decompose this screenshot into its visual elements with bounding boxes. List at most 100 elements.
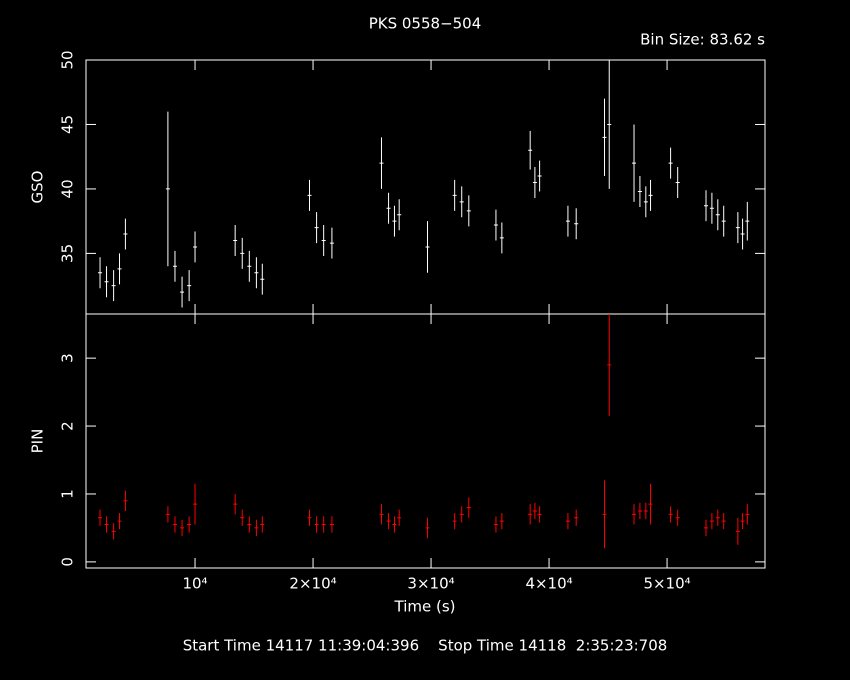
error-bar [648, 483, 653, 525]
error-bar [379, 137, 384, 189]
y-tick-label: 45 [59, 115, 77, 134]
error-bar [703, 519, 708, 537]
error-bar [307, 179, 312, 211]
error-bar [740, 512, 745, 530]
error-bar [574, 509, 579, 526]
error-bar [643, 186, 648, 218]
error-bar [602, 98, 607, 177]
error-bar [425, 221, 430, 273]
error-bar [668, 506, 673, 523]
error-bar [187, 516, 192, 533]
error-bar [123, 490, 128, 511]
error-bar [537, 160, 542, 192]
error-bar [715, 199, 720, 231]
error-bar [233, 493, 238, 515]
y-axis-label: PIN [29, 429, 47, 454]
error-bar [632, 124, 637, 202]
error-bar [254, 257, 259, 289]
error-bar [172, 516, 177, 533]
error-bar [392, 516, 397, 533]
error-bar [452, 512, 457, 530]
error-bar [648, 179, 653, 211]
error-bar [745, 504, 750, 525]
error-bar [397, 199, 402, 231]
error-bar [329, 227, 334, 259]
error-bar [247, 516, 252, 533]
error-bar [180, 276, 185, 308]
error-bar [425, 517, 430, 539]
error-bar [459, 506, 464, 523]
error-bar [499, 512, 504, 530]
error-bar [452, 179, 457, 211]
error-bar [703, 190, 708, 222]
error-bar [565, 205, 570, 237]
error-bar [397, 509, 402, 526]
error-bar [709, 192, 714, 224]
error-bar [386, 512, 391, 530]
error-bar [745, 201, 750, 241]
error-bar [715, 509, 720, 526]
error-bar [233, 225, 238, 256]
error-bar [307, 509, 312, 526]
error-bar [574, 208, 579, 240]
error-bar [499, 222, 504, 254]
error-bar [528, 130, 533, 170]
error-bar [643, 502, 648, 520]
error-bar [632, 504, 637, 525]
x-tick-label: 2×10⁴ [289, 575, 336, 593]
error-bar [675, 167, 680, 198]
error-bar [260, 263, 265, 295]
y-tick-label: 2 [59, 421, 77, 431]
error-bar [165, 111, 170, 267]
error-bar [260, 516, 265, 533]
error-bar [532, 167, 537, 198]
error-bar [321, 516, 326, 533]
error-bar [466, 497, 471, 518]
y-tick-label: 1 [59, 489, 77, 499]
error-bar [735, 517, 740, 545]
error-bar [386, 192, 391, 224]
error-bar [104, 516, 109, 533]
error-bar [314, 212, 319, 244]
x-tick-label: 5×10⁴ [643, 575, 690, 593]
error-bar [675, 509, 680, 526]
footer: Start Time 14117 11:39:04:396 Stop Time … [183, 637, 668, 655]
error-bar [314, 516, 319, 533]
error-bar [607, 314, 612, 416]
error-bar [117, 253, 122, 285]
error-bar [104, 266, 109, 298]
error-bar [528, 504, 533, 525]
error-bar [180, 519, 185, 537]
error-bar [187, 270, 192, 302]
error-bar [98, 257, 103, 289]
error-bar [493, 209, 498, 241]
error-bar [193, 483, 198, 525]
y-tick-label: 40 [59, 179, 77, 198]
chart-title: PKS 0558−504 [369, 15, 482, 33]
error-bar [254, 519, 259, 537]
error-bar [637, 176, 642, 207]
error-bar [602, 480, 607, 549]
x-tick-label: 3×10⁴ [407, 575, 454, 593]
error-bar [466, 195, 471, 227]
error-bar [721, 512, 726, 530]
error-bar [459, 186, 464, 218]
error-bar [392, 205, 397, 237]
x-tick-label: 10⁴ [182, 575, 207, 593]
x-tick-label: 4×10⁴ [525, 575, 572, 593]
error-bar [240, 509, 245, 526]
error-bar [721, 205, 726, 237]
error-bar [709, 512, 714, 530]
error-bar [240, 237, 245, 269]
error-bar [193, 231, 198, 263]
error-bar [321, 225, 326, 256]
error-bar [165, 506, 170, 523]
y-tick-label: 3 [59, 353, 77, 363]
error-bar [117, 512, 122, 530]
y-axis-label: GSO [29, 171, 47, 204]
error-bar [123, 218, 128, 250]
error-bar [735, 212, 740, 244]
